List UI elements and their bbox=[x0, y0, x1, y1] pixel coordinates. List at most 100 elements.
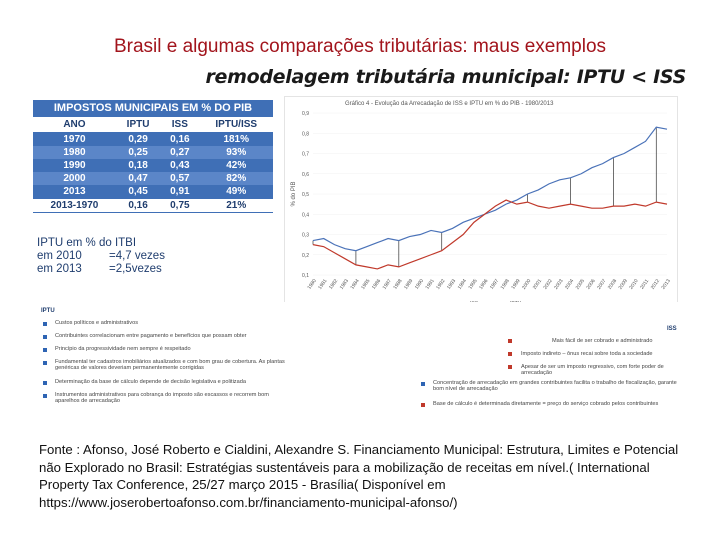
y-tick-label: 0,2 bbox=[302, 253, 309, 259]
comparison-right-item: Apesar de ser um imposto regressivo, com… bbox=[521, 364, 664, 376]
table-cell: 181% bbox=[199, 132, 273, 146]
table-cell: 0,75 bbox=[160, 198, 200, 213]
x-tick-label: 2012 bbox=[650, 278, 661, 291]
table-title: IMPOSTOS MUNICIPAIS EM % DO PIB bbox=[33, 100, 273, 117]
x-tick-label: 1994 bbox=[457, 278, 468, 291]
table-row: 2013-1970 0,16 0,75 21% bbox=[33, 198, 273, 213]
table-cell: 21% bbox=[199, 198, 273, 213]
comparison-left-item: Custos políticos e administrativos bbox=[55, 320, 139, 326]
x-tick-label: 1983 bbox=[339, 278, 350, 291]
table-header: ISS bbox=[160, 116, 200, 133]
table-header: IPTU bbox=[115, 116, 161, 133]
ratio-title: IPTU em % do ITBI bbox=[37, 237, 137, 249]
ratio-year: em 2010 bbox=[37, 250, 82, 262]
table-cell: 0,29 bbox=[115, 132, 161, 146]
x-tick-label: 2002 bbox=[543, 278, 554, 291]
tax-table: IMPOSTOS MUNICIPAIS EM % DO PIB ANO IPTU… bbox=[33, 100, 273, 213]
bullet-icon bbox=[43, 361, 47, 365]
bullet-icon bbox=[43, 335, 47, 339]
y-tick-label: 0,9 bbox=[302, 111, 309, 117]
comparison-left-item: Instrumentos administrativos para cobran… bbox=[55, 392, 269, 404]
x-tick-label: 1985 bbox=[360, 278, 371, 291]
table-cell: 0,45 bbox=[115, 185, 161, 199]
ratio-value: =2,5vezes bbox=[109, 263, 162, 275]
x-tick-label: 2010 bbox=[628, 278, 639, 291]
table-row: 2000 0,47 0,57 82% bbox=[33, 172, 273, 185]
comparison-right-item: Base de cálculo é determinada diretament… bbox=[433, 401, 659, 407]
x-tick-label: 2008 bbox=[607, 278, 618, 291]
comparison-left-item: Contribuintes correlacionam entre pagame… bbox=[55, 333, 247, 339]
x-tick-label: 2006 bbox=[585, 278, 596, 291]
ratio-row: em 2010 =4,7 vezes bbox=[37, 250, 165, 263]
x-tick-label: 2011 bbox=[639, 278, 650, 290]
x-tick-label: 1992 bbox=[435, 278, 446, 291]
comparison-right-heading: ISS bbox=[667, 326, 677, 332]
ratio-value: =4,7 vezes bbox=[109, 250, 165, 262]
source-citation: Fonte : Afonso, José Roberto e Cialdini,… bbox=[39, 442, 679, 510]
bullet-icon bbox=[43, 394, 47, 398]
x-tick-label: 2004 bbox=[564, 278, 575, 291]
x-tick-label: 1989 bbox=[403, 278, 414, 291]
x-tick-label: 1991 bbox=[425, 278, 436, 291]
bullet-icon bbox=[421, 382, 425, 386]
chart-title: Gráfico 4 - Evolução da Arrecadação de I… bbox=[345, 101, 554, 107]
table-cell: 42% bbox=[199, 159, 273, 172]
table-cell: 0,57 bbox=[160, 172, 200, 185]
table-cell: 2013-1970 bbox=[33, 198, 116, 213]
table-cell: 0,27 bbox=[160, 146, 200, 159]
x-tick-label: 2007 bbox=[596, 278, 607, 291]
y-tick-label: 0,8 bbox=[302, 131, 309, 137]
bullet-icon bbox=[508, 339, 512, 343]
y-tick-label: 0,1 bbox=[302, 273, 309, 279]
x-tick-label: 1984 bbox=[349, 278, 360, 291]
comparison-left-item: Fundamental ter cadastros imobiliários a… bbox=[55, 359, 285, 371]
x-tick-label: 1986 bbox=[371, 278, 382, 291]
comparison-right-item: Imposto indireto – ônus recai sobre toda… bbox=[521, 351, 653, 357]
table-cell: 0,91 bbox=[160, 185, 200, 199]
series-line-iptu bbox=[312, 199, 668, 270]
iptu-itbi-ratio: IPTU em % do ITBI em 2010 =4,7 vezes em … bbox=[37, 237, 165, 276]
y-tick-label: 0,5 bbox=[302, 192, 309, 198]
x-tick-label: 1998 bbox=[500, 278, 511, 291]
table-row: 1990 0,18 0,43 42% bbox=[33, 159, 273, 172]
x-tick-label: 1990 bbox=[414, 278, 425, 291]
comparison-right-item: Concentração de arrecadação em grandes c… bbox=[433, 380, 677, 392]
y-tick-label: 0,3 bbox=[302, 233, 309, 239]
series-line-iss bbox=[312, 126, 668, 252]
x-tick-label: 1987 bbox=[382, 278, 393, 291]
ratio-year: em 2013 bbox=[37, 263, 82, 275]
x-tick-label: 1988 bbox=[392, 278, 403, 291]
comparison-left-item: Princípio da progressividade nem sempre … bbox=[55, 346, 191, 352]
table-cell: 2013 bbox=[33, 185, 116, 199]
y-tick-label: 0,4 bbox=[302, 212, 309, 218]
comparison-left-heading: IPTU bbox=[41, 308, 55, 314]
comparison-right-item: Mais fácil de ser cobrado e administrado bbox=[552, 338, 653, 344]
chart-panel: Gráfico 4 - Evolução da Arrecadação de I… bbox=[284, 96, 678, 312]
table-cell: 1990 bbox=[33, 159, 116, 172]
table-cell: 0,43 bbox=[160, 159, 200, 172]
table-cell: 0,47 bbox=[115, 172, 161, 185]
bullet-icon bbox=[43, 348, 47, 352]
y-tick-label: 0,6 bbox=[302, 172, 309, 178]
x-tick-label: 1996 bbox=[478, 278, 489, 291]
x-tick-label: 1999 bbox=[510, 278, 521, 291]
table-cell: 0,16 bbox=[115, 198, 161, 213]
y-tick-label: 0,7 bbox=[302, 152, 309, 158]
bullet-icon bbox=[43, 322, 47, 326]
table-row: 1980 0,25 0,27 93% bbox=[33, 146, 273, 159]
x-tick-label: 2003 bbox=[553, 278, 564, 291]
table-cell: 49% bbox=[199, 185, 273, 199]
table-cell: 82% bbox=[199, 172, 273, 185]
bullet-icon bbox=[508, 365, 512, 369]
line-chart: % do PIB 0,1 0,2 0,3 0,4 0,5 0,6 0,7 0,8 0,9 1980 1… bbox=[291, 111, 672, 307]
x-tick-label: 2013 bbox=[661, 278, 672, 291]
x-tick-label: 1982 bbox=[328, 278, 339, 291]
table-cell: 0,25 bbox=[115, 146, 161, 159]
table-cell: 0,18 bbox=[115, 159, 161, 172]
table-cell: 1970 bbox=[33, 132, 116, 146]
table-header: IPTU/ISS bbox=[199, 116, 273, 133]
page-title: Brasil e algumas comparações tributárias… bbox=[113, 36, 607, 57]
y-axis-label: % do PIB bbox=[291, 181, 297, 206]
slide-subtitle: remodelagem tributária municipal: IPTU <… bbox=[205, 66, 686, 88]
x-tick-label: 1980 bbox=[307, 278, 318, 291]
